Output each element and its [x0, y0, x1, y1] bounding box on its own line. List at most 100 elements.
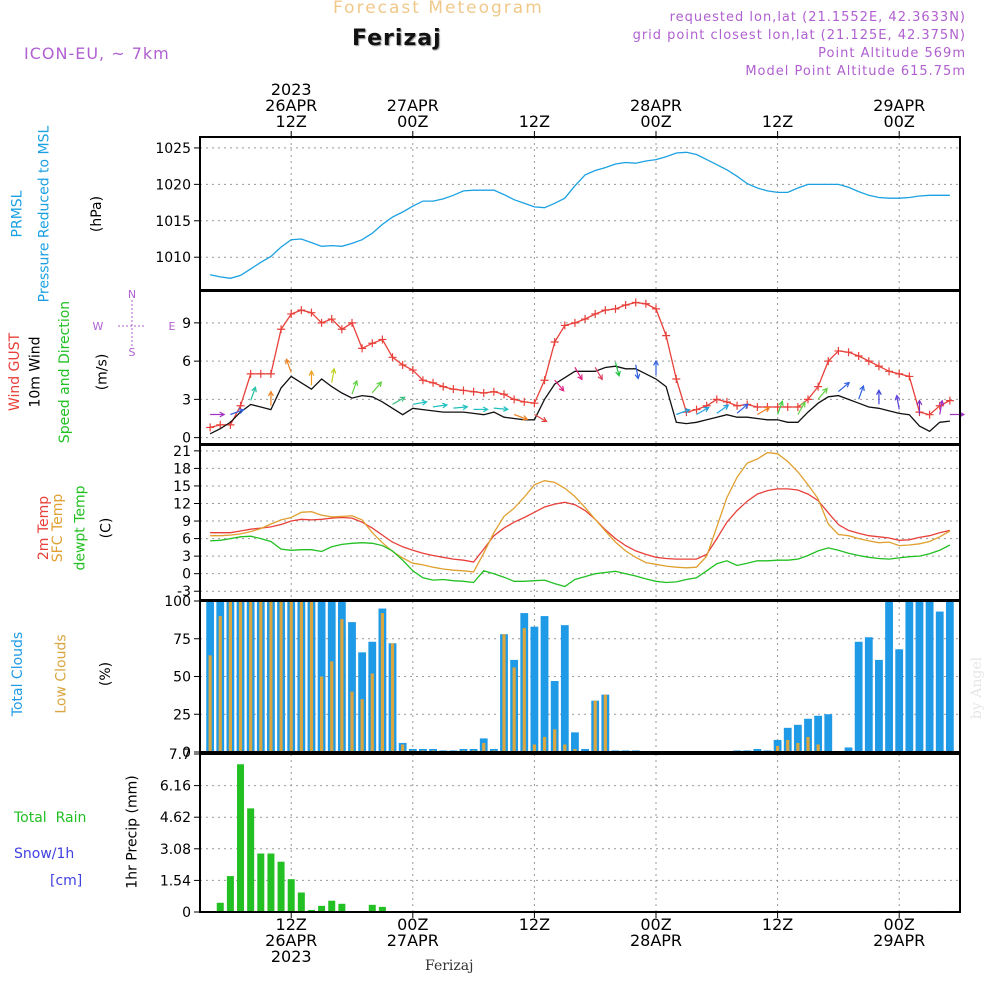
wind-gust-marker	[418, 376, 427, 385]
low-clouds-bar	[330, 661, 334, 752]
wind-gust-marker	[925, 410, 934, 419]
wind-arrow-head	[859, 384, 865, 392]
time-label-top: 28APR	[630, 96, 682, 115]
wind-gust-marker	[814, 382, 823, 391]
wind-gust-marker	[469, 387, 478, 396]
time-label-bottom: 28APR	[630, 931, 682, 950]
time-label-top: 00Z	[884, 112, 915, 131]
wind-gust-marker	[550, 338, 559, 346]
wind-arrow	[371, 381, 382, 394]
wind-gust-marker	[692, 405, 701, 414]
wind-arrow	[554, 379, 565, 392]
wind-arrow-head	[442, 402, 449, 409]
precip-bar	[237, 764, 245, 912]
time-label-top: 00Z	[397, 112, 428, 131]
wind-gust-marker	[885, 367, 894, 376]
low-clouds-bar	[208, 655, 212, 752]
wind-arrow-head	[742, 403, 749, 410]
wind-gust-marker	[216, 420, 225, 429]
wind-gust-marker	[844, 348, 853, 357]
wind-gust-marker	[256, 369, 265, 378]
compass-w: W	[93, 320, 104, 333]
ytick-label: 1015	[155, 214, 191, 230]
wind-arrow	[676, 409, 690, 416]
ytick-label: 6.16	[160, 779, 191, 795]
wind-gust-marker	[601, 306, 610, 315]
wind-arrow-head	[764, 406, 771, 413]
wind-arrow	[250, 387, 257, 401]
wind-arrow	[574, 367, 583, 380]
footer-location: Ferizaj	[425, 958, 474, 974]
precip-bar	[287, 879, 295, 912]
wind-gust-marker	[297, 306, 306, 315]
wind-arrow-head	[894, 394, 901, 401]
ytick-label: 3	[182, 549, 191, 565]
total-clouds-bar	[885, 601, 893, 752]
wind-gust-marker	[398, 360, 407, 369]
time-label-top: 29APR	[873, 96, 925, 115]
wind-arrow-head	[238, 408, 245, 414]
panel-frame	[199, 136, 961, 291]
prmsl-label: PRMSL	[9, 190, 26, 238]
ytick-label: 9	[182, 514, 191, 530]
model-label: ICON-EU, ~ 7km	[24, 44, 170, 63]
grid-layer	[200, 137, 960, 913]
wind-arrow-head	[285, 358, 291, 365]
wind-gust-marker	[489, 387, 498, 396]
wind-arrow-head	[800, 401, 806, 408]
total-clouds-bar	[804, 718, 812, 752]
wind-gust-marker	[510, 395, 519, 404]
ytick-label: 0	[182, 567, 191, 583]
wind-arrow	[493, 407, 508, 410]
wind-gust-marker	[945, 396, 954, 405]
low-clouds-bar	[289, 601, 293, 752]
wind-gust-marker	[804, 395, 812, 404]
total-clouds-bar	[530, 626, 539, 752]
wind-gust-marker	[459, 386, 468, 395]
ytick-label: 1020	[155, 177, 191, 193]
low-clouds-bar	[563, 744, 567, 752]
wind-arrow-head	[558, 385, 565, 392]
wind-arrow	[614, 362, 620, 376]
precip-axis-label: 1hr Precip (mm)	[124, 775, 141, 889]
wind-arrow-head	[502, 406, 510, 412]
wind-gust-marker	[540, 376, 549, 385]
ytick-label: 1025	[155, 141, 191, 157]
precip-bar	[226, 876, 234, 912]
wind-arrow	[230, 409, 244, 416]
wind-arrow-head	[421, 399, 428, 406]
wind-gust-marker	[793, 403, 802, 412]
wind-arrow	[513, 413, 528, 420]
wind-arrow	[453, 406, 468, 409]
low-clouds-bar	[512, 667, 516, 752]
total-clouds-bar	[905, 601, 914, 752]
wind-arrow	[736, 403, 749, 414]
ytick-label: 12	[173, 496, 191, 512]
ytick-label: -3	[177, 584, 191, 600]
wind-arrow-head	[308, 369, 315, 376]
wind-gust-marker	[631, 298, 640, 307]
low-clouds-bar	[228, 601, 232, 752]
wind-arrow	[896, 395, 900, 410]
temp-unit-label: (C)	[98, 517, 115, 539]
wind-arrow	[858, 385, 865, 400]
wind-gust-marker	[641, 299, 650, 308]
wind-arrow	[412, 401, 427, 405]
compass-n: N	[128, 288, 136, 301]
total-clouds-bar	[854, 641, 863, 752]
wind-gust-marker	[429, 378, 438, 387]
total-clouds-bar	[581, 748, 589, 752]
low-clouds-bar	[603, 694, 607, 752]
time-label-top: 27APR	[387, 96, 439, 115]
wind-arrow-head	[219, 411, 226, 418]
pressure-line	[209, 151, 950, 279]
time-label-bottom: 12Z	[519, 915, 550, 934]
wind-gust-marker	[672, 374, 681, 383]
wind-gust-marker	[307, 308, 316, 317]
time-label-top: 12Z	[762, 112, 793, 131]
total-clouds-bar	[348, 622, 356, 752]
wind-gust-marker	[500, 390, 508, 399]
label-layer: 10101015102010250369-3036912151821025507…	[93, 80, 926, 966]
wind-arrow-head	[352, 379, 359, 386]
